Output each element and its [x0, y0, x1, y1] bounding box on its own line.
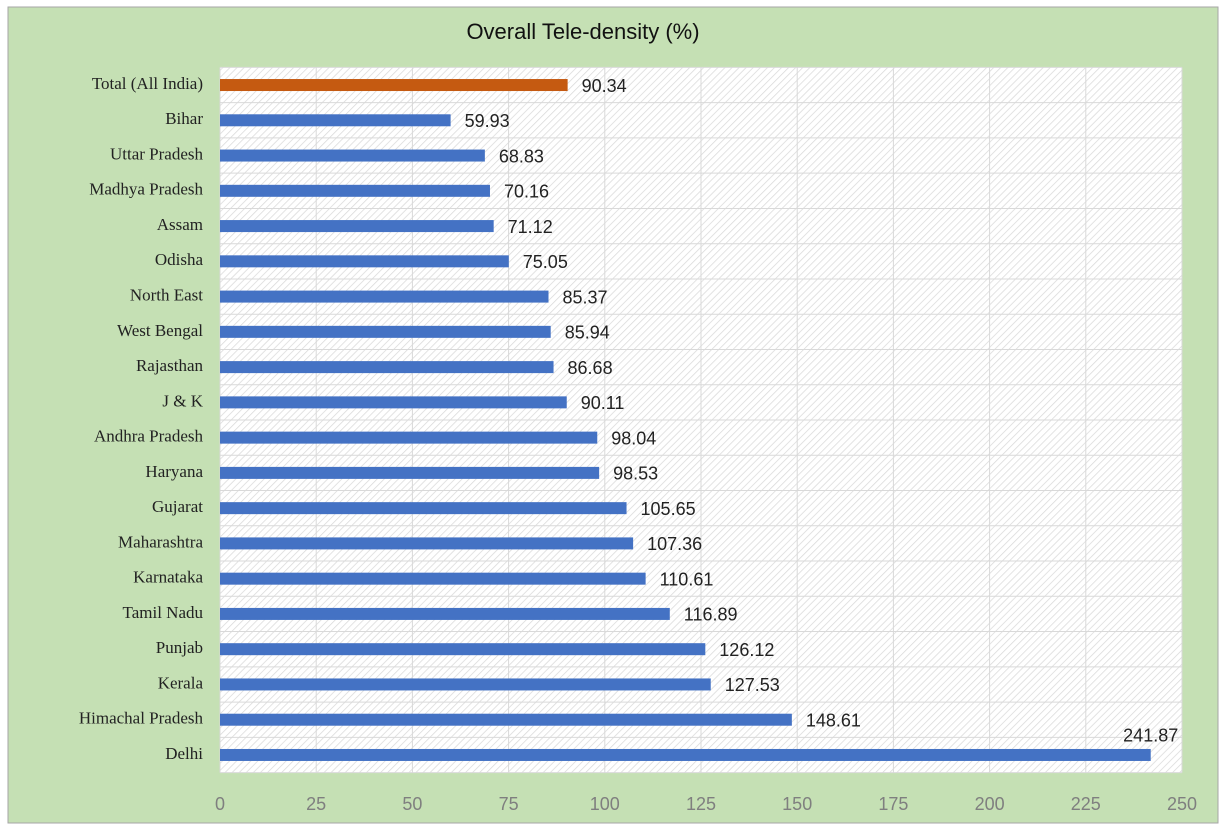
y-tick-label: Total (All India): [92, 74, 203, 93]
y-tick-label: Rajasthan: [136, 356, 204, 375]
bar: [220, 290, 549, 303]
value-label: 98.53: [613, 464, 658, 484]
x-tick-label: 225: [1071, 794, 1101, 814]
bar: [220, 572, 646, 585]
bar: [220, 466, 600, 479]
value-label: 107.36: [647, 534, 702, 554]
value-label: 85.94: [565, 323, 610, 343]
x-tick-label: 175: [878, 794, 908, 814]
y-tick-label: Madhya Pradesh: [89, 180, 203, 199]
value-label: 68.83: [499, 146, 544, 166]
value-label: 105.65: [641, 499, 696, 519]
value-label: 148.61: [806, 710, 861, 730]
y-tick-label: Karnataka: [133, 568, 203, 587]
value-label: 75.05: [523, 252, 568, 272]
value-label: 98.04: [611, 428, 656, 448]
x-tick-label: 25: [306, 794, 326, 814]
y-tick-label: Delhi: [165, 744, 203, 763]
bar: [220, 431, 598, 444]
value-label: 59.93: [465, 111, 510, 131]
x-tick-label: 150: [782, 794, 812, 814]
y-tick-label: West Bengal: [117, 321, 203, 340]
x-tick-label: 75: [499, 794, 519, 814]
value-label: 90.34: [582, 76, 627, 96]
bar: [220, 607, 670, 620]
bar: [220, 184, 490, 197]
bar: [220, 149, 485, 162]
y-tick-label: Gujarat: [152, 497, 203, 516]
bar: [220, 114, 451, 127]
value-label: 71.12: [508, 217, 553, 237]
y-tick-label: Andhra Pradesh: [94, 427, 204, 446]
value-label: 126.12: [719, 640, 774, 660]
bar: [220, 396, 567, 409]
x-tick-label: 100: [590, 794, 620, 814]
bar: [220, 361, 554, 374]
y-tick-label: Assam: [157, 215, 203, 234]
x-tick-label: 50: [402, 794, 422, 814]
y-tick-label: Himachal Pradesh: [79, 709, 204, 728]
y-tick-label: Maharashtra: [118, 532, 203, 551]
bar: [220, 643, 706, 656]
value-label: 116.89: [684, 605, 738, 625]
x-tick-label: 0: [215, 794, 225, 814]
y-tick-label: Punjab: [156, 638, 203, 657]
y-tick-label: J & K: [162, 391, 203, 410]
value-label: 90.11: [581, 393, 625, 413]
y-tick-label: Bihar: [165, 109, 203, 128]
value-label: 110.61: [660, 569, 714, 589]
x-tick-label: 250: [1167, 794, 1197, 814]
x-tick-label: 125: [686, 794, 716, 814]
value-label: 85.37: [563, 287, 608, 307]
bar: [220, 713, 792, 726]
y-tick-label: Tamil Nadu: [123, 603, 204, 622]
bar: [220, 502, 627, 515]
x-tick-label: 200: [975, 794, 1005, 814]
y-tick-label: Uttar Pradesh: [110, 144, 204, 163]
y-tick-label: Odisha: [155, 250, 204, 269]
y-tick-label: North East: [130, 285, 203, 304]
bar: [220, 537, 634, 550]
bar: [220, 678, 711, 691]
chart-title: Overall Tele-density (%): [466, 19, 699, 44]
value-label: 127.53: [725, 675, 780, 695]
y-tick-label: Kerala: [158, 673, 204, 692]
value-label: 70.16: [504, 182, 549, 202]
bar: [220, 220, 494, 233]
bar: [220, 255, 509, 268]
bar: [220, 325, 551, 338]
y-tick-label: Haryana: [145, 462, 203, 481]
value-label: 241.87: [1123, 726, 1178, 746]
value-label: 86.68: [568, 358, 613, 378]
bar: [220, 748, 1151, 761]
bar: [220, 79, 568, 92]
